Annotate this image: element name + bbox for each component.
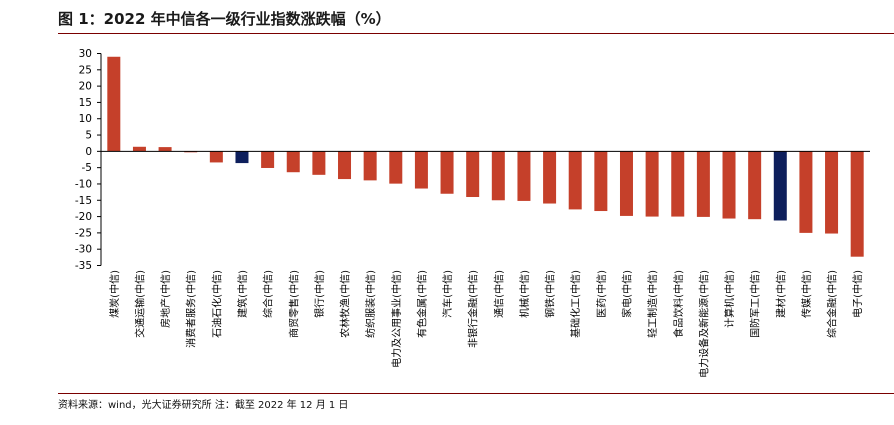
x-tick-label: 建材(中信) [774, 270, 787, 318]
y-tick-label: -10 [75, 178, 92, 190]
bar [696, 151, 710, 217]
bar [414, 151, 428, 189]
x-tick-label: 综合金融(中信) [826, 270, 839, 338]
y-tick-label: -15 [75, 195, 92, 207]
x-tick-label: 轻工制造(中信) [646, 270, 659, 338]
bar [825, 151, 839, 234]
x-tick-label: 银行(中信) [313, 270, 326, 318]
x-tick-label: 计算机(中信) [723, 270, 736, 328]
x-tick-label: 传媒(中信) [800, 270, 813, 318]
x-tick-label: 非银行金融(中信) [467, 270, 480, 348]
x-tick-label: 电子(中信) [851, 270, 864, 318]
bar [517, 151, 531, 201]
x-tick-label: 消费者服务(中信) [185, 270, 198, 348]
bar [850, 151, 864, 257]
y-tick-label: 20 [79, 81, 92, 93]
bar [389, 151, 403, 184]
x-tick-label: 基础化工(中信) [569, 270, 582, 338]
x-tick-label: 商贸零售(中信) [287, 270, 300, 338]
bar [338, 151, 352, 180]
bar [491, 151, 505, 201]
bar [466, 151, 480, 198]
x-tick-label: 有色金属(中信) [415, 270, 428, 338]
bar [568, 151, 582, 210]
y-tick-label: -5 [82, 162, 92, 174]
x-tick-label: 国防军工(中信) [749, 270, 762, 338]
bar [107, 56, 121, 152]
x-tick-label: 通信(中信) [492, 270, 505, 318]
bar [132, 146, 146, 152]
source-note: 资料来源：wind，光大证券研究所 注：截至 2022 年 12 月 1 日 [58, 400, 349, 411]
x-tick-label: 纺织服装(中信) [364, 270, 377, 338]
bar [158, 147, 172, 152]
bar-chart: 30 25 20 15 10 5 0 -5 -10 -15 -20 -25 -30 -35 煤炭(中信) 交通… [75, 48, 870, 378]
bar [543, 151, 557, 204]
x-tick-label: 电力设备及新能源(中信) [697, 270, 710, 378]
x-tick-label: 食品饮料(中信) [672, 270, 685, 338]
x-tick-label: 农林牧渔(中信) [339, 270, 352, 338]
footer-divider [58, 393, 894, 394]
x-tick-label: 石油石化(中信) [210, 270, 223, 338]
bar [748, 151, 762, 220]
y-tick-label: 10 [79, 113, 92, 125]
bar [645, 151, 659, 217]
y-tick-label: -20 [75, 211, 92, 223]
x-tick-label: 交通运输(中信) [133, 270, 146, 338]
x-tick-label: 机械(中信) [518, 270, 531, 318]
bar [209, 151, 223, 163]
bar [312, 151, 326, 175]
title-divider [58, 33, 894, 34]
bar [363, 151, 377, 181]
bar [235, 151, 249, 164]
x-tick-label: 家电(中信) [620, 270, 633, 318]
bar [773, 151, 787, 221]
chart-title: 图 1：2022 年中信各一级行业指数涨跌幅（%） [58, 10, 391, 28]
x-tick-label: 汽车(中信) [441, 270, 454, 318]
y-tick-label: 5 [85, 130, 92, 142]
x-tick-label: 电力及公用事业(中信) [390, 270, 403, 368]
y-tick-label: 0 [85, 146, 92, 158]
x-tick-label: 医药(中信) [595, 270, 608, 318]
y-tick-label: -25 [75, 227, 92, 239]
x-tick-label: 建筑(中信) [236, 270, 249, 318]
y-tick-label: -35 [75, 260, 92, 272]
bar [261, 151, 275, 168]
bar [722, 151, 736, 219]
bar [594, 151, 608, 212]
y-tick-label: -30 [75, 244, 92, 256]
x-tick-label: 房地产(中信) [159, 270, 172, 328]
bar [799, 151, 813, 233]
bar [440, 151, 454, 194]
y-tick-label: 30 [79, 48, 92, 60]
x-tick-label: 钢铁(中信) [544, 270, 557, 318]
bar [619, 151, 633, 216]
bar [286, 151, 300, 173]
y-tick-label: 15 [79, 97, 92, 109]
x-tick-label: 煤炭(中信) [108, 270, 121, 318]
y-tick-label: 25 [79, 64, 92, 76]
x-tick-label: 综合(中信) [262, 270, 275, 318]
bar [671, 151, 685, 217]
